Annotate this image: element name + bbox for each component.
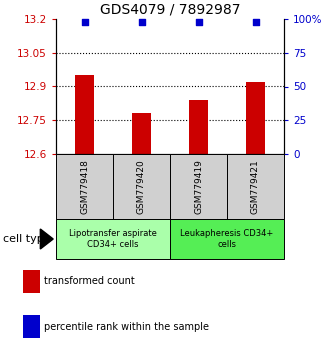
Text: Lipotransfer aspirate
CD34+ cells: Lipotransfer aspirate CD34+ cells bbox=[69, 229, 157, 249]
Text: cell type: cell type bbox=[3, 234, 51, 244]
Bar bbox=[23, 315, 40, 338]
Title: GDS4079 / 7892987: GDS4079 / 7892987 bbox=[100, 2, 240, 16]
Bar bbox=[227, 154, 284, 219]
Bar bbox=[75, 75, 94, 154]
Text: transformed count: transformed count bbox=[44, 276, 135, 286]
Polygon shape bbox=[40, 229, 53, 249]
Point bbox=[82, 19, 87, 24]
Bar bbox=[132, 114, 151, 154]
Point bbox=[139, 19, 144, 24]
Bar bbox=[170, 219, 284, 259]
Text: GSM779419: GSM779419 bbox=[194, 159, 203, 214]
Text: GSM779418: GSM779418 bbox=[80, 159, 89, 214]
Bar bbox=[246, 82, 265, 154]
Text: GSM779421: GSM779421 bbox=[251, 159, 260, 214]
Text: GSM779420: GSM779420 bbox=[137, 159, 146, 214]
Text: percentile rank within the sample: percentile rank within the sample bbox=[44, 321, 209, 331]
Point bbox=[196, 19, 201, 24]
Bar bbox=[113, 154, 170, 219]
Bar bbox=[56, 154, 113, 219]
Text: Leukapheresis CD34+
cells: Leukapheresis CD34+ cells bbox=[181, 229, 274, 249]
Bar bbox=[188, 100, 209, 154]
Bar bbox=[170, 154, 227, 219]
Bar bbox=[56, 219, 170, 259]
Bar bbox=[23, 270, 40, 293]
Point bbox=[253, 19, 258, 24]
